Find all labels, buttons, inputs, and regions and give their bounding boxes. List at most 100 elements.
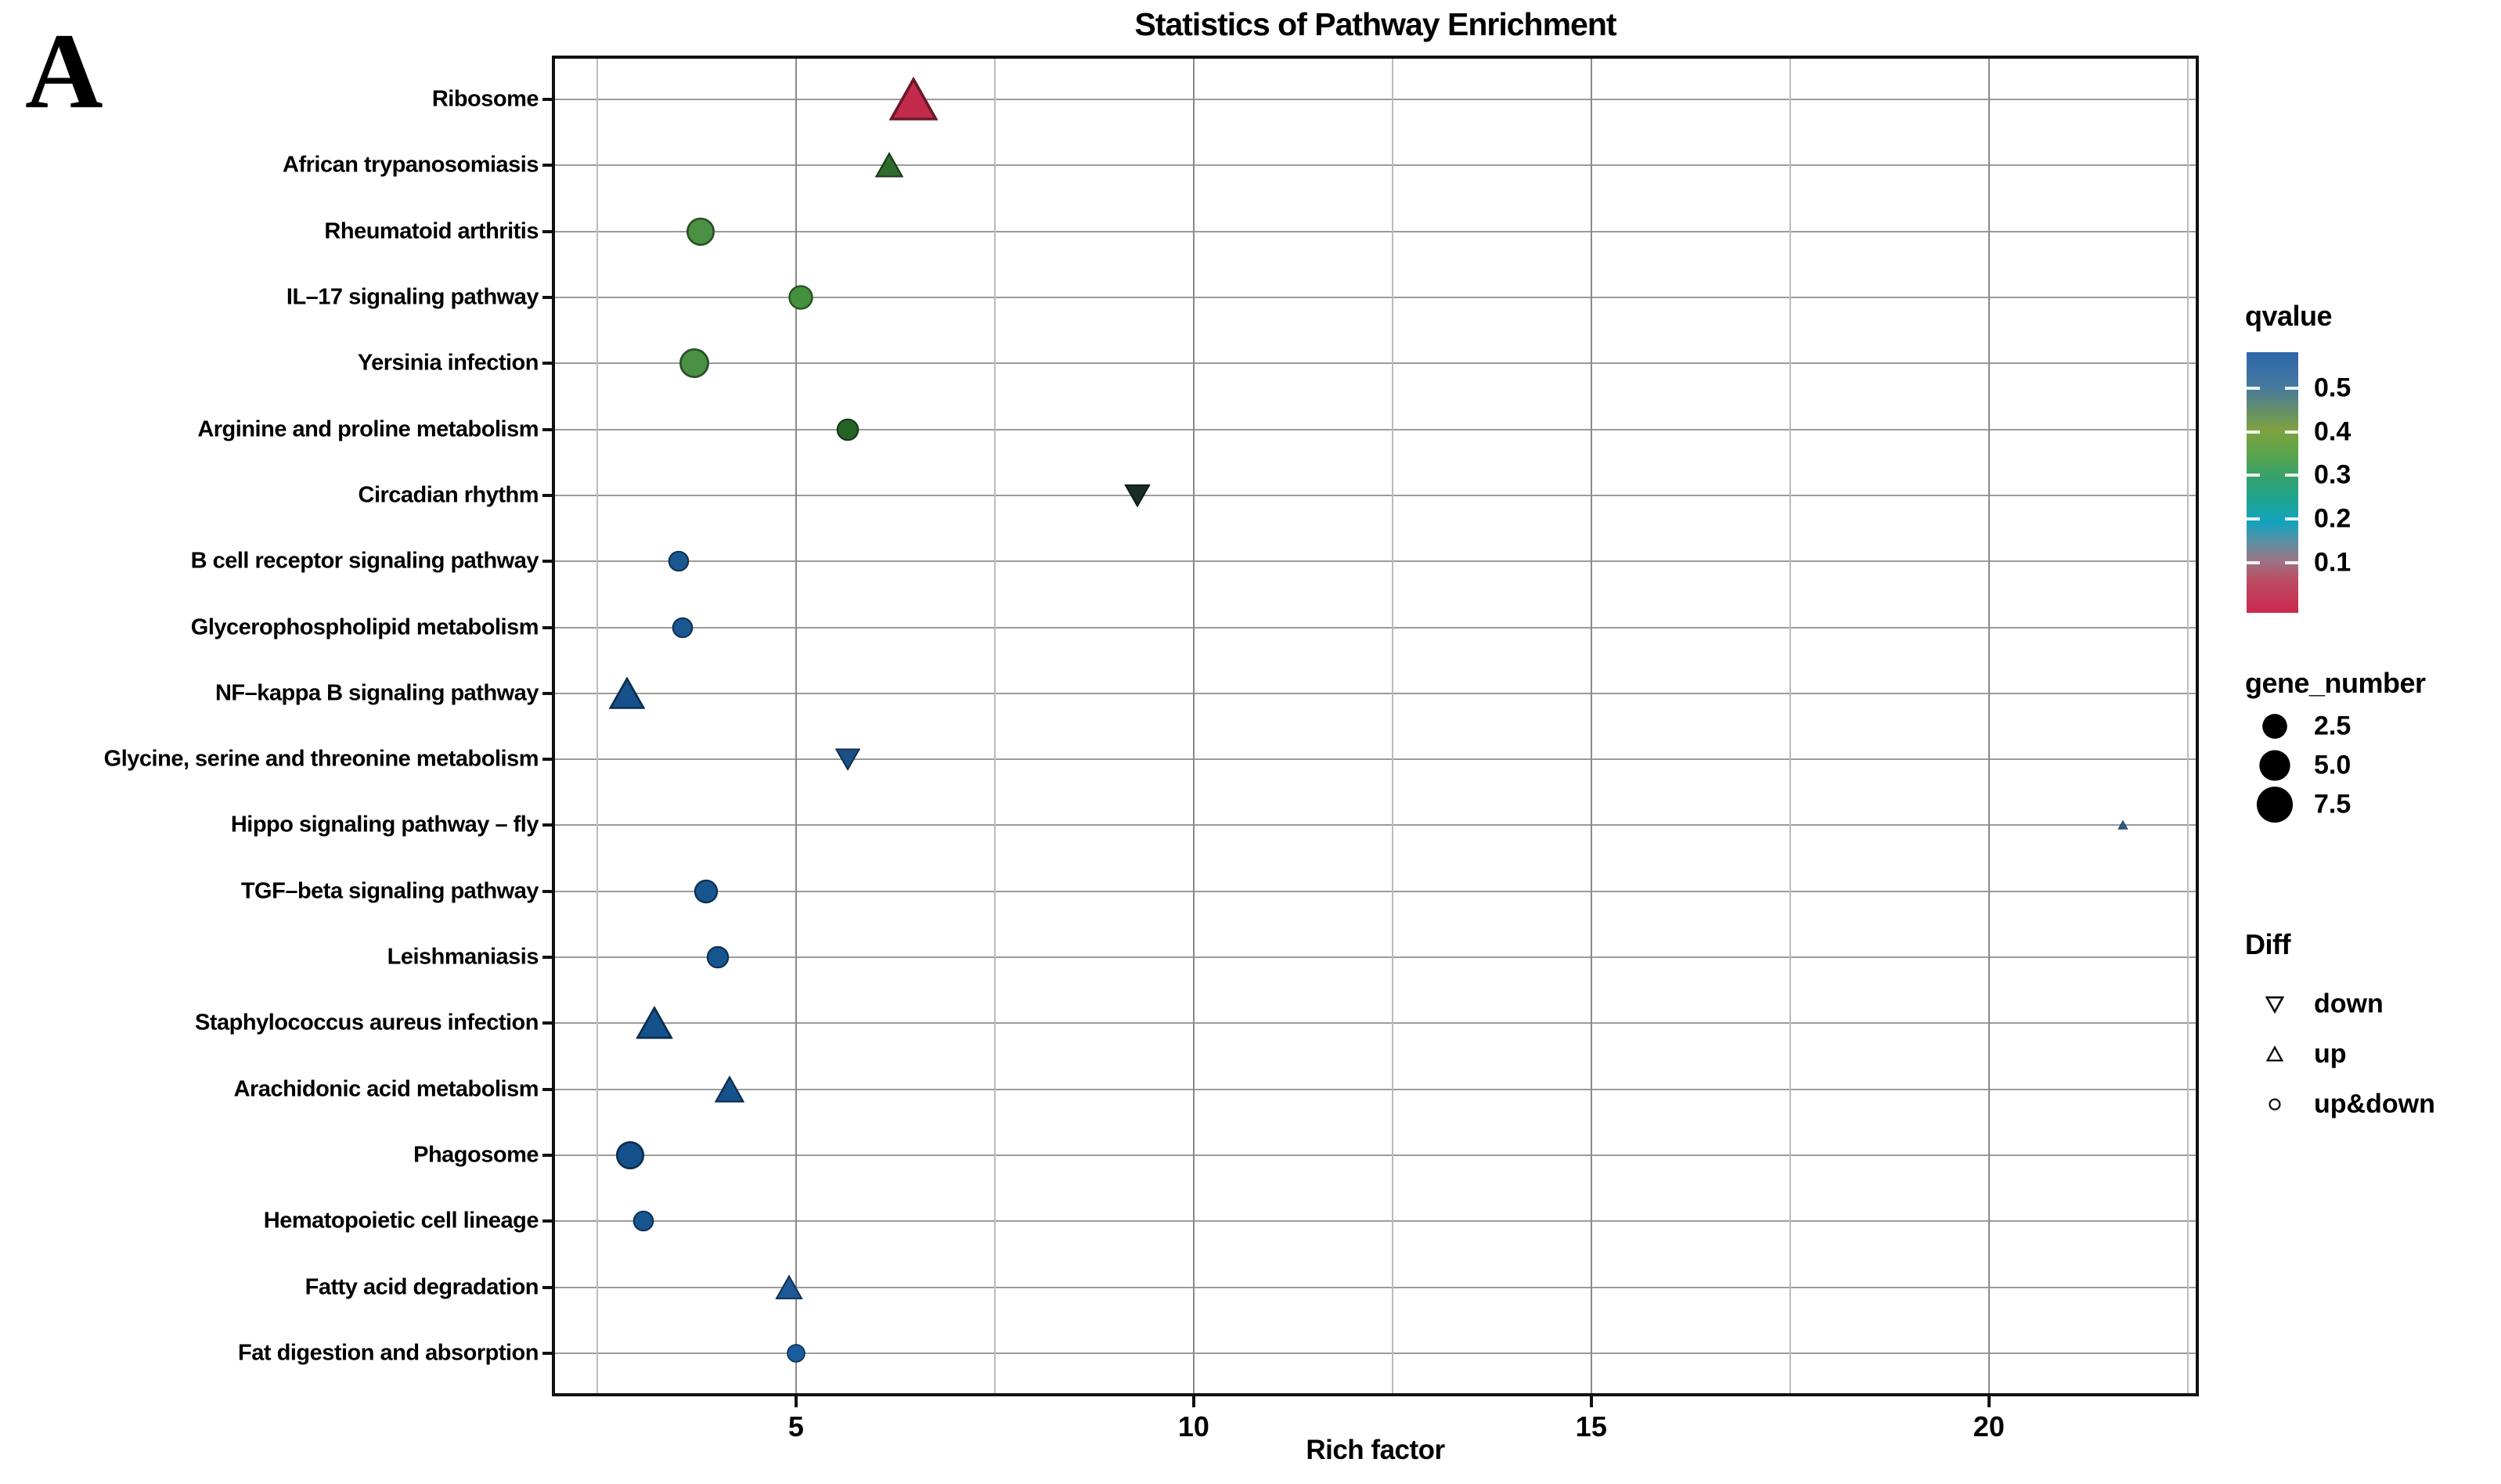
- y-axis-label: Phagosome: [413, 1142, 539, 1168]
- x-gridline: [2186, 59, 2189, 1393]
- y-axis-label: TGF–beta signaling pathway: [240, 878, 539, 904]
- colorbar-tick: [2247, 430, 2260, 434]
- y-axis-tick: [542, 362, 555, 366]
- data-point-triangle-down: [1123, 484, 1151, 508]
- y-axis-label: Hematopoietic cell lineage: [263, 1208, 539, 1234]
- colorbar-tick-label: 0.1: [2314, 547, 2351, 578]
- y-axis-label: Hippo signaling pathway – fly: [230, 812, 539, 837]
- y-axis-label: Staphylococcus aureus infection: [195, 1010, 539, 1036]
- row-gridline: [555, 956, 2196, 959]
- x-gridline: [1192, 59, 1195, 1393]
- x-gridline: [1987, 59, 1990, 1393]
- legend-diff-title: Diff: [2245, 928, 2290, 960]
- gene-number-label: 7.5: [2314, 789, 2351, 819]
- row-gridline: [555, 1353, 2196, 1354]
- data-point-circle: [836, 418, 859, 441]
- x-axis-tick: [1191, 1393, 1195, 1407]
- row-gridline: [555, 824, 2196, 827]
- diff-label: up: [2314, 1039, 2347, 1069]
- colorbar-tick: [2247, 560, 2260, 564]
- x-axis-tick-label: 20: [1973, 1410, 2005, 1443]
- y-axis-tick: [542, 691, 555, 695]
- x-gridline: [596, 59, 598, 1393]
- chart-title: Statistics of Pathway Enrichment: [1134, 6, 1616, 42]
- data-point-circle: [786, 1344, 805, 1363]
- x-axis-tick-label: 15: [1575, 1410, 1607, 1443]
- row-gridline: [555, 1022, 2196, 1025]
- y-axis-tick: [542, 1087, 555, 1091]
- data-point-circle: [632, 1210, 654, 1232]
- y-axis-tick: [542, 625, 555, 629]
- row-gridline: [555, 296, 2196, 298]
- gene-number-label: 2.5: [2314, 711, 2351, 741]
- y-axis-tick: [542, 1021, 555, 1025]
- data-point-circle: [668, 550, 690, 572]
- y-axis-tick: [542, 1219, 555, 1223]
- y-axis-label: Yersinia infection: [357, 350, 539, 376]
- legend-qvalue-title: qvalue: [2245, 300, 2333, 332]
- data-point-triangle-up: [714, 1075, 744, 1103]
- x-gridline: [1391, 59, 1393, 1393]
- y-axis-tick: [542, 229, 555, 233]
- colorbar-tick-label: 0.3: [2314, 459, 2351, 490]
- data-point-triangle-up: [874, 152, 904, 178]
- y-axis-label: IL–17 signaling pathway: [286, 284, 539, 310]
- data-point-triangle-up: [609, 676, 646, 710]
- diff-symbol-down: [2265, 995, 2285, 1014]
- plot-border: [552, 56, 2199, 1396]
- row-gridline: [555, 99, 2196, 100]
- data-point-circle: [686, 217, 715, 247]
- x-gridline: [795, 59, 797, 1393]
- data-point-circle: [672, 617, 694, 639]
- data-point-circle: [694, 879, 719, 904]
- gene-number-label: 5.0: [2314, 750, 2351, 780]
- diff-symbol-up: [2265, 1045, 2284, 1063]
- row-gridline: [555, 758, 2196, 761]
- diff-symbol-up&down: [2269, 1098, 2282, 1111]
- y-axis-label: African trypanosomiasis: [283, 152, 539, 178]
- qvalue-colorbar: [2247, 352, 2298, 613]
- colorbar-tick: [2285, 430, 2298, 434]
- row-gridline: [555, 164, 2196, 167]
- x-axis-tick: [1589, 1393, 1593, 1407]
- y-axis-tick: [542, 889, 555, 893]
- row-gridline: [555, 692, 2196, 694]
- diff-label: up&down: [2314, 1089, 2435, 1119]
- y-axis-label: Fatty acid degradation: [305, 1274, 539, 1300]
- gene-number-dot: [2262, 714, 2288, 740]
- y-axis-tick: [542, 956, 555, 960]
- colorbar-tick: [2285, 474, 2298, 477]
- y-axis-label: Circadian rhythm: [358, 482, 539, 508]
- y-axis-tick: [542, 295, 555, 299]
- x-axis-tick: [794, 1393, 798, 1407]
- y-axis-label: Fat digestion and absorption: [238, 1340, 539, 1366]
- row-gridline: [555, 560, 2196, 563]
- gene-number-dot: [2256, 786, 2294, 823]
- colorbar-tick: [2247, 386, 2260, 390]
- x-gridline: [1789, 59, 1791, 1393]
- y-axis-tick: [542, 493, 555, 497]
- x-gridline: [1590, 59, 1592, 1393]
- data-point-triangle-up: [774, 1274, 803, 1300]
- x-axis-tick-label: 10: [1177, 1410, 1209, 1443]
- data-point-triangle-down: [834, 748, 861, 772]
- legend-gene-number-title: gene_number: [2245, 667, 2426, 699]
- colorbar-tick-label: 0.5: [2314, 373, 2351, 403]
- row-gridline: [555, 1088, 2196, 1090]
- colorbar-tick: [2247, 517, 2260, 521]
- panel-label: A: [25, 11, 103, 131]
- y-axis-tick: [542, 98, 555, 101]
- data-point-circle: [679, 348, 710, 379]
- x-axis-label: Rich factor: [1306, 1435, 1445, 1465]
- row-gridline: [555, 362, 2196, 365]
- y-axis-tick: [542, 164, 555, 167]
- colorbar-tick: [2285, 517, 2298, 521]
- data-point-circle: [787, 284, 813, 310]
- y-axis-label: Ribosome: [431, 86, 539, 112]
- y-axis-label: Glycerophospholipid metabolism: [190, 614, 539, 640]
- y-axis-tick: [542, 560, 555, 564]
- row-gridline: [555, 230, 2196, 232]
- gene-number-dot: [2259, 750, 2291, 782]
- y-axis-tick: [542, 1154, 555, 1158]
